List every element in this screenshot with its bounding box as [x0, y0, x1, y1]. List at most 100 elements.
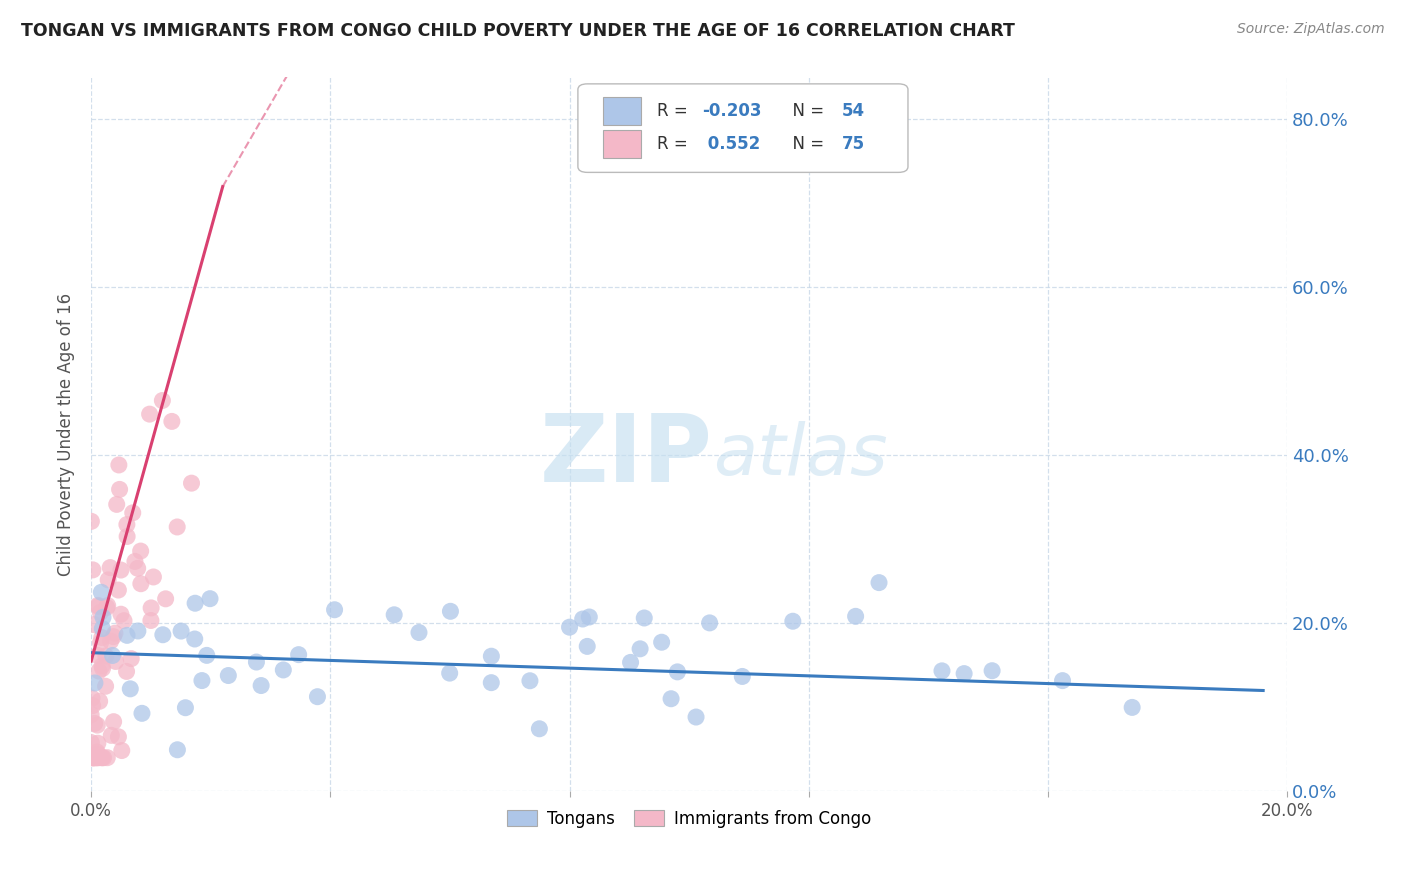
Text: N =: N = [782, 102, 830, 120]
Point [100, 728, 122, 742]
Point [981, 664, 1004, 678]
Point [87, 736, 110, 750]
Point [633, 611, 655, 625]
Point [287, 648, 309, 662]
Point [87, 747, 110, 762]
Point [731, 669, 754, 683]
Point [86, 648, 108, 663]
Point [127, 561, 149, 575]
Point [115, 628, 138, 642]
Point [82, 563, 104, 577]
Point [558, 620, 581, 634]
Point [439, 666, 461, 681]
Point [439, 604, 461, 618]
Point [84, 750, 107, 764]
Point [121, 506, 143, 520]
FancyBboxPatch shape [603, 96, 641, 125]
Point [84, 676, 107, 690]
Point [142, 570, 165, 584]
Point [98, 560, 121, 574]
Point [120, 651, 142, 665]
Point [953, 666, 976, 681]
Point [152, 628, 174, 642]
Point [90, 585, 112, 599]
Legend: Tongans, Immigrants from Congo: Tongans, Immigrants from Congo [501, 803, 879, 834]
Point [479, 649, 502, 664]
Point [782, 614, 804, 628]
Point [82, 750, 104, 764]
Point [479, 675, 502, 690]
Point [108, 458, 131, 472]
Point [97, 599, 120, 613]
Point [112, 614, 135, 628]
Point [578, 610, 600, 624]
Point [87, 664, 110, 678]
Point [90, 636, 112, 650]
Point [83, 617, 105, 632]
Text: atlas: atlas [713, 421, 887, 491]
Point [80, 691, 103, 706]
Text: 54: 54 [842, 102, 865, 120]
Point [104, 626, 127, 640]
Y-axis label: Child Poverty Under the Age of 16: Child Poverty Under the Age of 16 [58, 293, 75, 576]
Point [619, 656, 641, 670]
Point [103, 714, 125, 729]
Point [87, 599, 110, 614]
Point [131, 706, 153, 721]
Point [87, 750, 110, 764]
Point [160, 414, 183, 428]
Point [104, 655, 127, 669]
Point [80, 750, 103, 764]
Point [100, 634, 122, 648]
Point [170, 624, 193, 638]
Point [91, 658, 114, 673]
Point [150, 393, 173, 408]
Point [103, 630, 125, 644]
Point [195, 648, 218, 663]
Point [127, 624, 149, 638]
Point [82, 750, 104, 764]
Point [86, 718, 108, 732]
Point [86, 745, 108, 759]
Point [101, 648, 124, 663]
Point [90, 750, 112, 764]
Point [129, 544, 152, 558]
Text: 0.552: 0.552 [702, 135, 761, 153]
Point [105, 497, 128, 511]
Point [138, 407, 160, 421]
Point [198, 591, 221, 606]
Point [87, 599, 110, 613]
Point [408, 625, 430, 640]
Point [97, 573, 120, 587]
Point [685, 710, 707, 724]
Point [180, 476, 202, 491]
Point [110, 607, 132, 622]
Point [96, 750, 118, 764]
Text: 75: 75 [842, 135, 865, 153]
Point [90, 631, 112, 645]
Point [519, 673, 541, 688]
Point [89, 694, 111, 708]
Point [699, 615, 721, 630]
Text: -0.203: -0.203 [702, 102, 762, 120]
Point [82, 750, 104, 764]
Point [83, 750, 105, 764]
Point [96, 600, 118, 615]
Point [91, 661, 114, 675]
Point [80, 707, 103, 722]
Text: N =: N = [782, 135, 830, 153]
Point [184, 596, 207, 610]
Point [80, 514, 103, 528]
Point [93, 750, 115, 764]
FancyBboxPatch shape [578, 84, 908, 172]
Point [868, 575, 890, 590]
Point [576, 640, 599, 654]
Point [111, 743, 134, 757]
Point [107, 730, 129, 744]
Point [273, 663, 295, 677]
Point [91, 750, 114, 764]
Point [174, 700, 197, 714]
Point [80, 735, 103, 749]
Text: Source: ZipAtlas.com: Source: ZipAtlas.com [1237, 22, 1385, 37]
Point [115, 517, 138, 532]
